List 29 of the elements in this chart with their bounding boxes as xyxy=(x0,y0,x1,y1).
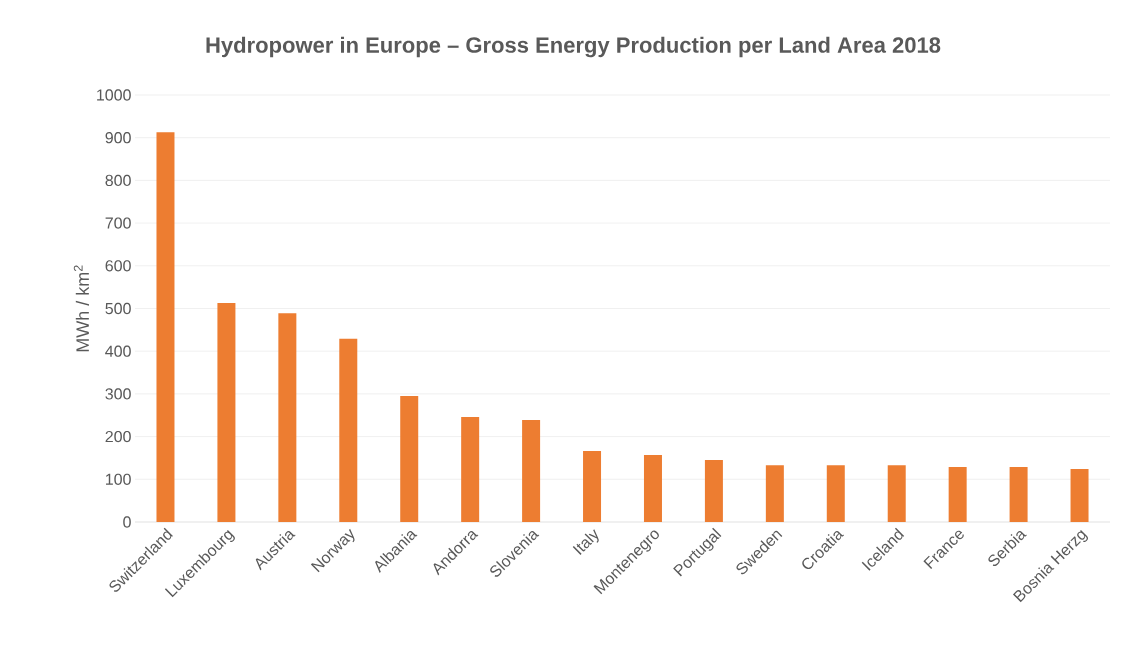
bar xyxy=(704,460,723,522)
bar xyxy=(583,451,602,522)
y-tick-label: 0 xyxy=(123,516,131,528)
bar xyxy=(1070,469,1089,522)
y-tick-label: 600 xyxy=(105,260,131,272)
bar xyxy=(339,338,358,522)
bar xyxy=(765,465,784,522)
y-tick-label: 500 xyxy=(105,302,131,315)
bar xyxy=(887,465,906,522)
y-tick-label: 700 xyxy=(105,217,131,229)
y-tick-label: 300 xyxy=(105,388,131,400)
y-tick-label: 1000 xyxy=(97,89,131,101)
bar xyxy=(156,132,175,522)
chart-title: Hydropower in Europe – Gross Energy Production per Land Area 2018 xyxy=(206,36,941,58)
bar xyxy=(1009,466,1028,522)
bar xyxy=(217,302,236,522)
bar xyxy=(643,454,662,522)
y-axis-title: MWh / km$^{2}$ xyxy=(73,265,90,352)
bar xyxy=(278,313,297,522)
bar xyxy=(522,419,541,522)
bar xyxy=(400,396,419,522)
y-tick-label: 400 xyxy=(105,345,131,357)
y-tick-label: 200 xyxy=(105,430,131,443)
y-tick-label: 800 xyxy=(105,174,131,187)
bar xyxy=(461,416,480,522)
bar xyxy=(826,465,845,522)
y-tick-label: 900 xyxy=(105,132,131,144)
bar xyxy=(948,466,967,522)
y-tick-label: 100 xyxy=(106,473,131,485)
